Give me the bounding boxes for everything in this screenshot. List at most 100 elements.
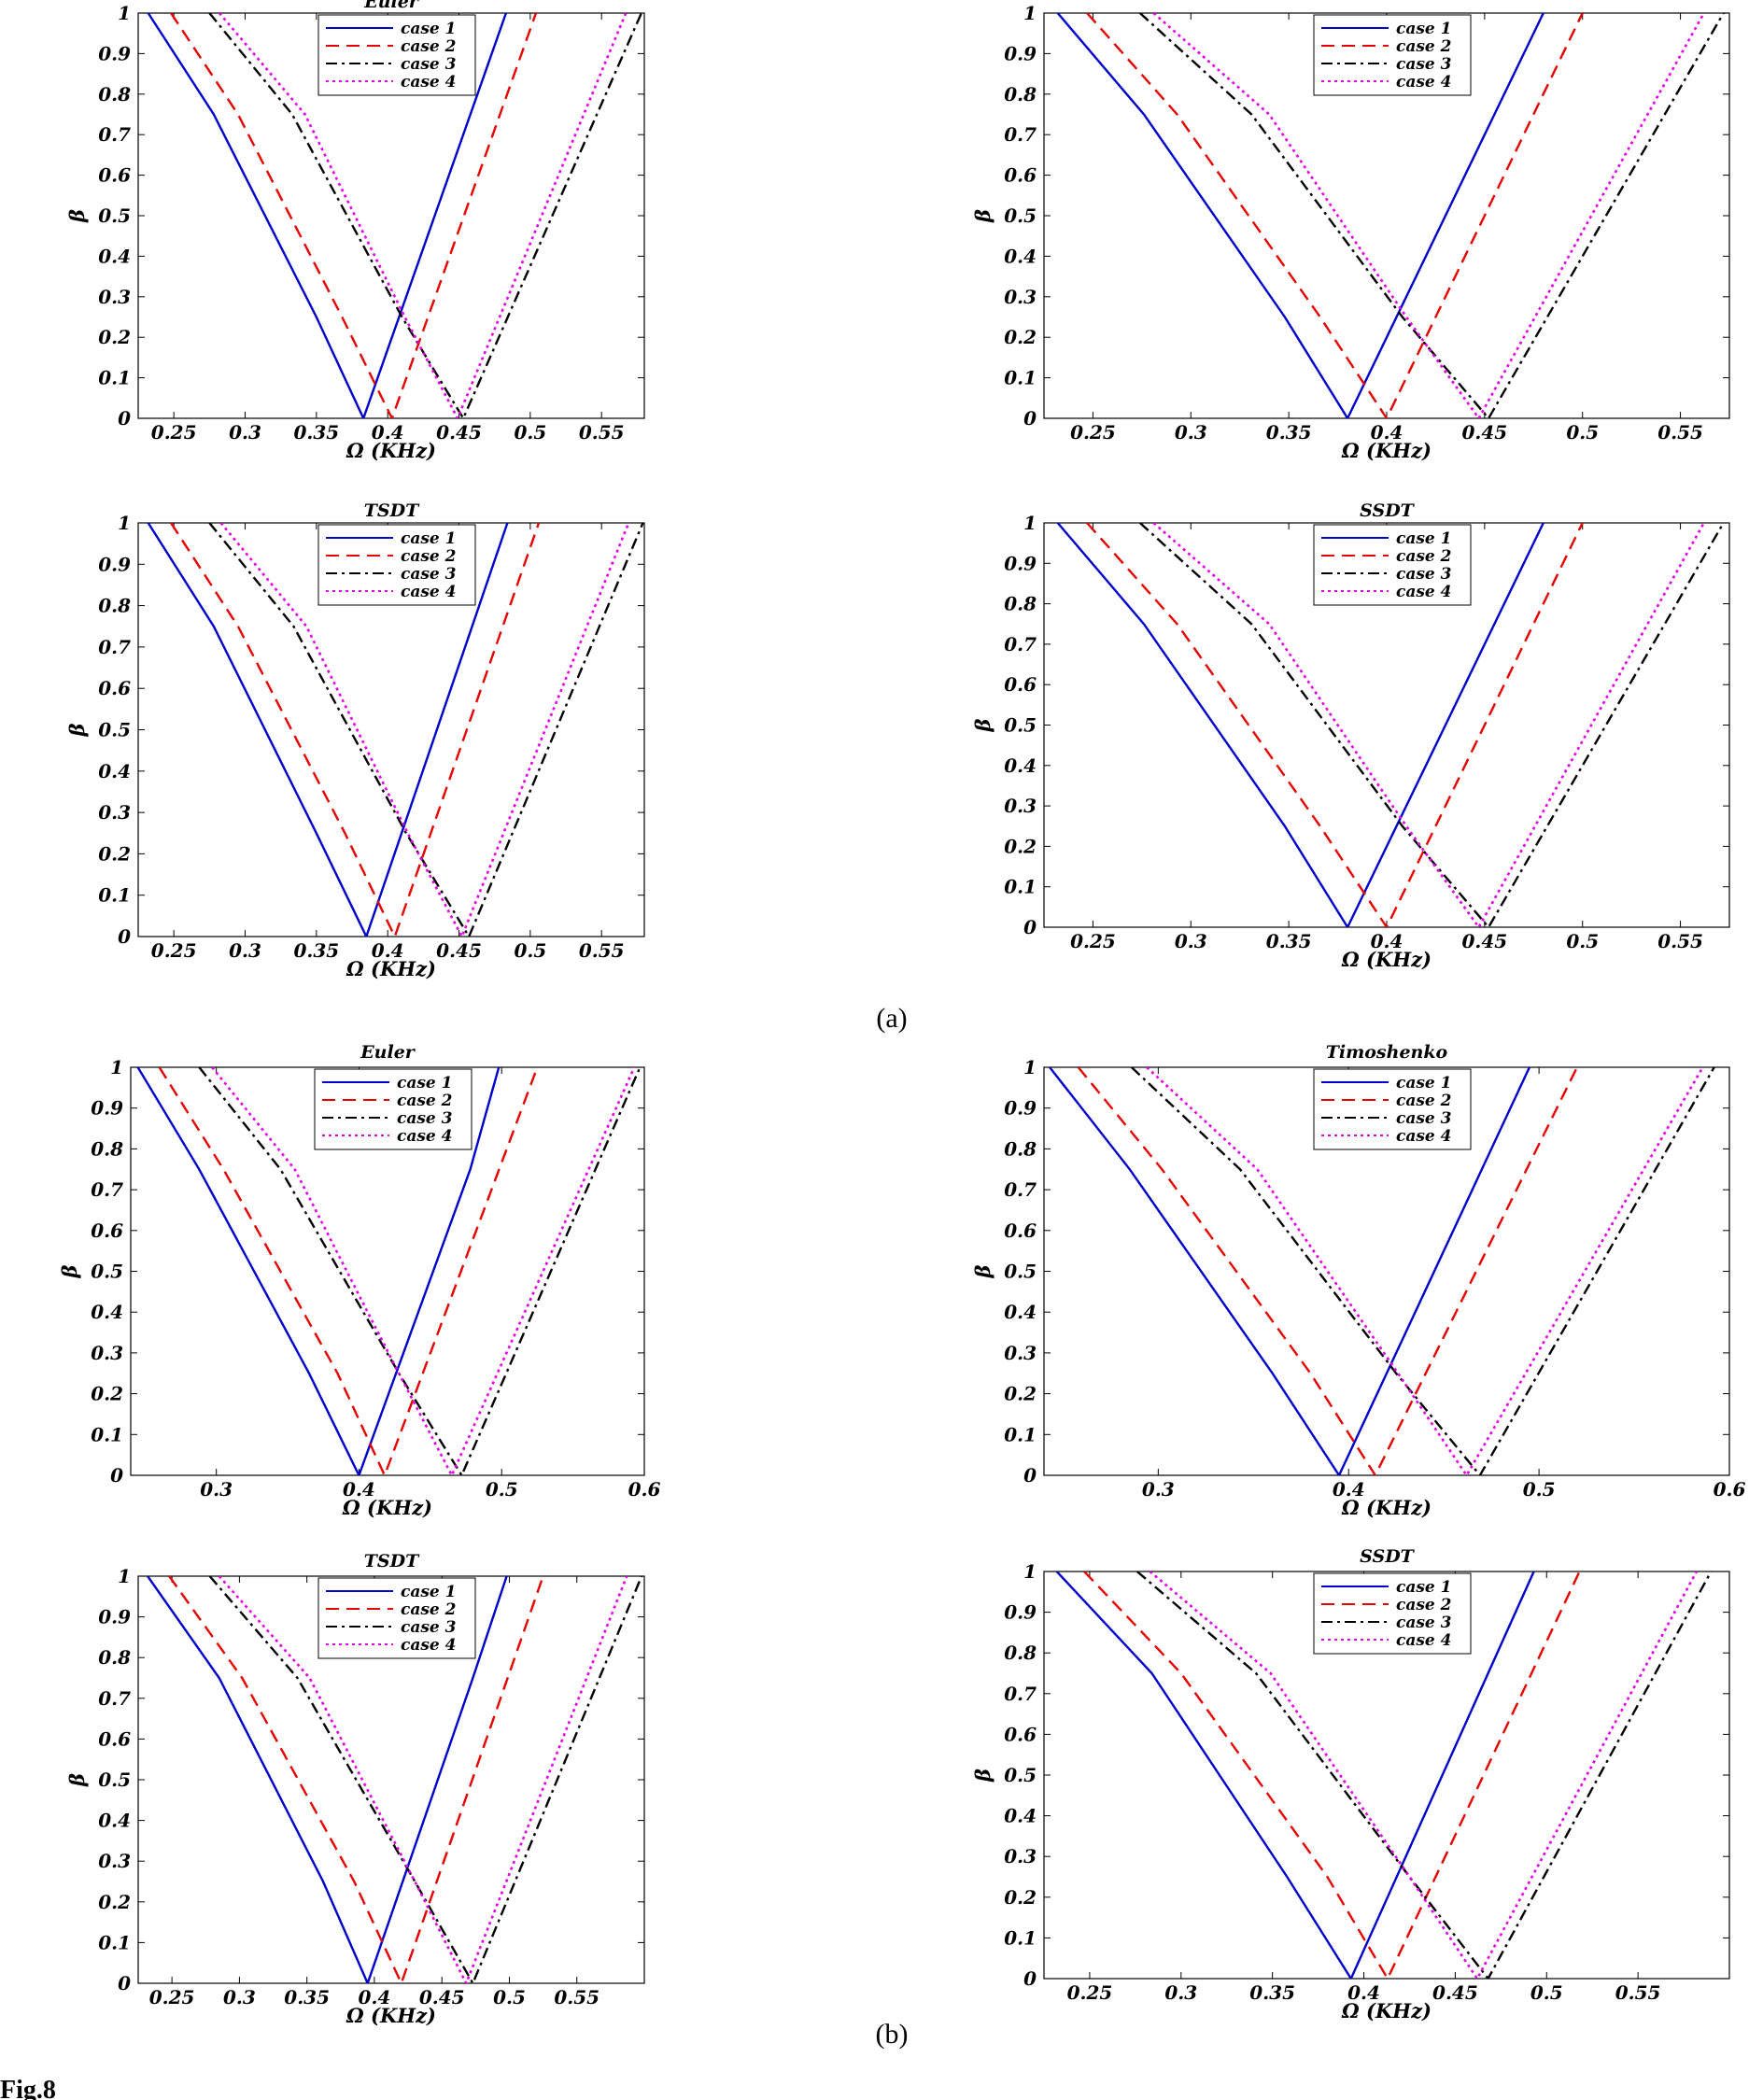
x-tick-label: 0.3 — [1175, 930, 1207, 952]
subplots: 0 0.1 0.2 0.3 0.4 0.5 0.6 0.7 0.8 0.9 1 0.25 0.3 0.35… — [58, 0, 1745, 2027]
series-line-case-4 — [1149, 1571, 1698, 1979]
y-tick-label: 0.4 — [98, 245, 131, 267]
subplot-title: TSDT — [364, 1551, 420, 1571]
y-tick-label: 0.7 — [1004, 1178, 1037, 1201]
y-tick-label: 1 — [1023, 2, 1037, 24]
subplot-3: 0 0.1 0.2 0.3 0.4 0.5 0.6 0.7 0.8 0.9 1 0.25 0.3 0.35… — [65, 500, 645, 980]
y-tick-label: 0.8 — [98, 595, 131, 617]
series-line-case-3 — [208, 523, 644, 937]
legend-entry: case 3 — [1396, 55, 1452, 74]
series-line-case-1 — [147, 1576, 508, 1983]
x-tick-label: 0.4 — [359, 1986, 391, 2008]
x-tick-label: 0.45 — [1461, 421, 1507, 444]
series-line-case-3 — [208, 13, 642, 418]
legend-entry: case 2 — [397, 1092, 453, 1110]
y-tick-label: 0.3 — [91, 1342, 123, 1364]
y-tick-label: 0.8 — [1004, 593, 1037, 615]
y-tick-label: 0.6 — [1004, 1723, 1037, 1745]
legend-entry: case 1 — [397, 1074, 453, 1092]
subplot-7: 0 0.1 0.2 0.3 0.4 0.5 0.6 0.7 0.8 0.9 1 0.25 0.3 0.35… — [65, 1551, 645, 2027]
x-tick-label: 0.25 — [1067, 1981, 1113, 2004]
y-tick-label: 0.9 — [91, 1097, 123, 1120]
subplot-title: SSDT — [1360, 500, 1416, 521]
y-tick-label: 0.2 — [1004, 835, 1037, 857]
y-axis-label: β — [65, 1773, 89, 1787]
y-tick-label: 0.7 — [98, 636, 131, 658]
series-line-case-3 — [1138, 13, 1725, 418]
y-tick-label: 1 — [1023, 1056, 1037, 1078]
y-tick-label: 0.7 — [98, 123, 131, 146]
subplot-title: Euler — [363, 0, 420, 12]
y-tick-label: 0 — [1023, 1464, 1037, 1487]
y-tick-label: 0.3 — [98, 801, 131, 824]
y-tick-label: 0.2 — [1004, 326, 1037, 348]
y-tick-label: 0.1 — [1004, 1423, 1037, 1445]
y-tick-label: 0.5 — [98, 719, 131, 741]
x-tick-label: 0.5 — [1523, 1478, 1556, 1501]
legend-entry: case 4 — [397, 1127, 453, 1146]
y-tick-label: 0.5 — [1004, 1261, 1037, 1283]
x-tick-label: 0.3 — [1175, 421, 1207, 444]
y-tick-label: 1 — [1023, 1560, 1037, 1583]
legend-entry: case 1 — [401, 529, 457, 548]
y-tick-label: 0.5 — [1004, 714, 1037, 737]
y-tick-label: 1 — [118, 1565, 131, 1587]
x-tick-label: 0.55 — [1657, 421, 1703, 444]
series-line-case-3 — [1130, 1067, 1715, 1475]
y-tick-label: 0.3 — [98, 286, 131, 308]
x-tick-label: 0.4 — [372, 939, 404, 962]
legend-entry: case 3 — [1396, 1614, 1452, 1632]
y-tick-label: 0.2 — [91, 1383, 123, 1405]
y-tick-label: 0.6 — [98, 1727, 131, 1750]
legend-entry: case 4 — [401, 73, 457, 92]
x-tick-label: 0.3 — [200, 1478, 233, 1501]
series-line-case-2 — [1086, 13, 1584, 418]
y-tick-label: 0 — [1023, 916, 1037, 938]
y-tick-label: 0.9 — [1004, 552, 1037, 574]
y-tick-label: 0.2 — [1004, 1886, 1037, 1909]
panel-label-a: (a) — [876, 1003, 907, 1034]
x-tick-label: 0.55 — [1615, 1981, 1661, 2004]
series-line-case-2 — [1083, 1571, 1581, 1979]
x-tick-label: 0.35 — [1266, 930, 1312, 952]
series-line-case-4 — [219, 523, 630, 937]
y-tick-label: 0.1 — [1004, 876, 1037, 898]
y-tick-label: 0.2 — [98, 842, 131, 865]
x-tick-label: 0.45 — [1432, 1981, 1478, 2004]
legend-entry: case 3 — [401, 55, 457, 74]
y-tick-label: 0.4 — [98, 760, 131, 782]
legend-entry: case 3 — [401, 565, 457, 584]
legend-entry: case 1 — [401, 20, 457, 38]
legend-entry: case 4 — [1396, 1127, 1452, 1146]
legend-entry: case 2 — [401, 1600, 457, 1619]
y-tick-label: 0.8 — [98, 83, 131, 106]
y-tick-label: 0.5 — [91, 1261, 123, 1283]
y-tick-label: 0.6 — [1004, 1219, 1037, 1242]
y-axis-label: β — [971, 1264, 994, 1278]
y-tick-label: 0.2 — [1004, 1383, 1037, 1405]
y-tick-label: 1 — [110, 1056, 123, 1078]
series-line-case-2 — [170, 13, 538, 418]
legend-entry: case 2 — [1396, 37, 1452, 56]
subplot-4: 0 0.1 0.2 0.3 0.4 0.5 0.6 0.7 0.8 0.9 1 0.25 0.3 0.35… — [971, 500, 1730, 971]
x-axis-label: Ω (KHz) — [1341, 1999, 1432, 2022]
x-axis-label: Ω (KHz) — [346, 439, 436, 462]
subplot-title: Euler — [360, 1042, 416, 1063]
legend-entry: case 2 — [1396, 1596, 1452, 1614]
y-tick-label: 0.9 — [1004, 1601, 1037, 1624]
y-tick-label: 0.7 — [98, 1687, 131, 1710]
y-axis-label: β — [65, 723, 89, 737]
series-line-case-2 — [1086, 523, 1584, 927]
y-tick-label: 0.4 — [1004, 754, 1037, 777]
x-tick-label: 0.55 — [1657, 930, 1703, 952]
y-tick-label: 0.4 — [1004, 1805, 1037, 1827]
x-tick-label: 0.45 — [436, 421, 482, 444]
series-line-case-1 — [147, 523, 509, 937]
y-tick-label: 0.3 — [1004, 795, 1037, 817]
series-line-case-1 — [1056, 523, 1544, 927]
series-line-case-4 — [1146, 1067, 1704, 1475]
legend-entry: case 4 — [401, 583, 457, 601]
